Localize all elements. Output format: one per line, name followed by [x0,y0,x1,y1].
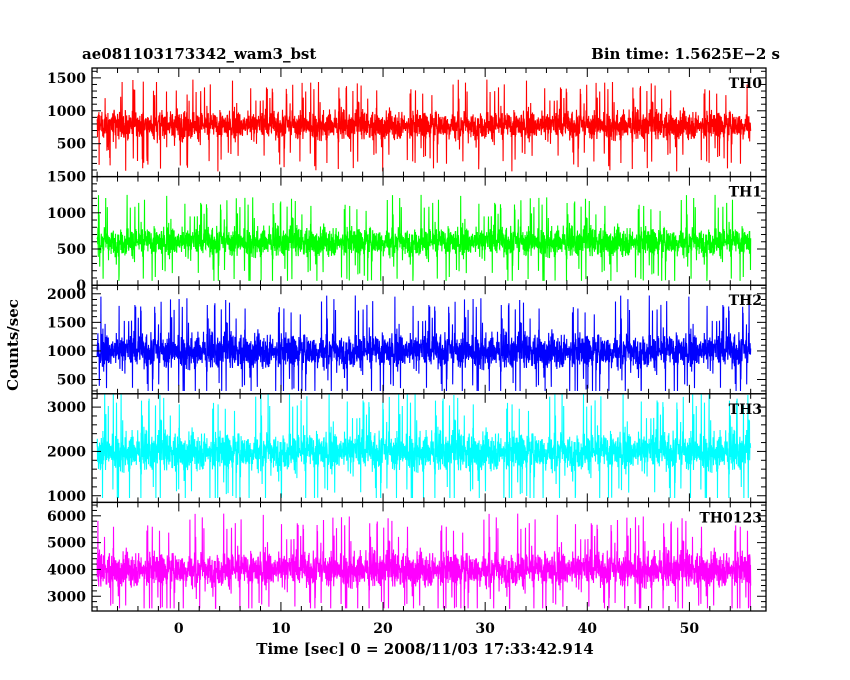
x-tick-label: 40 [578,621,598,637]
y-tick-label: 500 [57,242,86,258]
y-tick-label: 1500 [47,170,86,186]
bin-time-label: Bin time: 1.5625E−2 s [591,45,780,63]
series-th0123-line [96,513,752,609]
y-tick-label: 1500 [47,315,86,331]
y-tick-label: 1000 [47,344,86,360]
y-tick-label: 2000 [47,444,86,460]
panel-th3: 1000 2000 3000 TH3 [47,393,767,505]
series-th0-line [96,79,752,172]
panel-name-th0: TH0 [729,76,763,92]
y-tick-label: 5000 [47,536,86,552]
panel-th2: 500 1000 1500 2000 TH2 [47,284,767,395]
x-tick-label: 20 [373,621,393,637]
y-tick-label: 1000 [47,206,86,222]
panel-th0: 500 1000 1500 TH0 [47,67,767,178]
panel-th0123: 3000 4000 5000 6000 TH0123 [47,501,767,612]
figure-title: ae081103173342_wam3_bst [82,45,316,63]
x-tick-label: 0 [174,621,184,637]
y-tick-label: 2000 [47,287,86,303]
x-axis-label: Time [sec] 0 = 2008/11/03 17:33:42.914 [256,640,593,658]
series-th2-line [96,295,752,392]
panel-name-th1: TH1 [729,185,762,201]
series-th3-line [96,393,752,499]
panel-frame [91,501,767,612]
y-tick-label: 500 [57,373,86,389]
y-tick-label: 4000 [47,562,86,578]
y-tick-label: 500 [57,137,86,153]
panels-group: 500 1000 1500 TH0 0 500 1000 1500 TH1 500 1000 1500… [47,67,767,612]
y-tick-label: 1000 [47,104,86,120]
y-tick-label: 3000 [47,400,86,416]
y-tick-label: 3000 [47,589,86,605]
series-th1-line [96,194,752,281]
y-tick-label: 6000 [47,509,86,525]
y-tick-label: 1500 [47,71,86,87]
panel-th1: 0 500 1000 1500 TH1 [47,170,767,294]
panel-name-th3: TH3 [729,402,762,418]
y-tick-label: 1000 [47,489,86,505]
x-tick-label: 30 [475,621,495,637]
x-tick-label: 50 [680,621,700,637]
panel-name-th0123: TH0123 [699,510,762,526]
x-tick-label: 10 [271,621,291,637]
y-axis-label: Counts/sec [4,299,22,391]
panel-name-th2: TH2 [729,293,762,309]
x-axis: 0 10 20 30 40 50 [174,621,699,637]
y-tick-label: 0 [76,278,86,294]
